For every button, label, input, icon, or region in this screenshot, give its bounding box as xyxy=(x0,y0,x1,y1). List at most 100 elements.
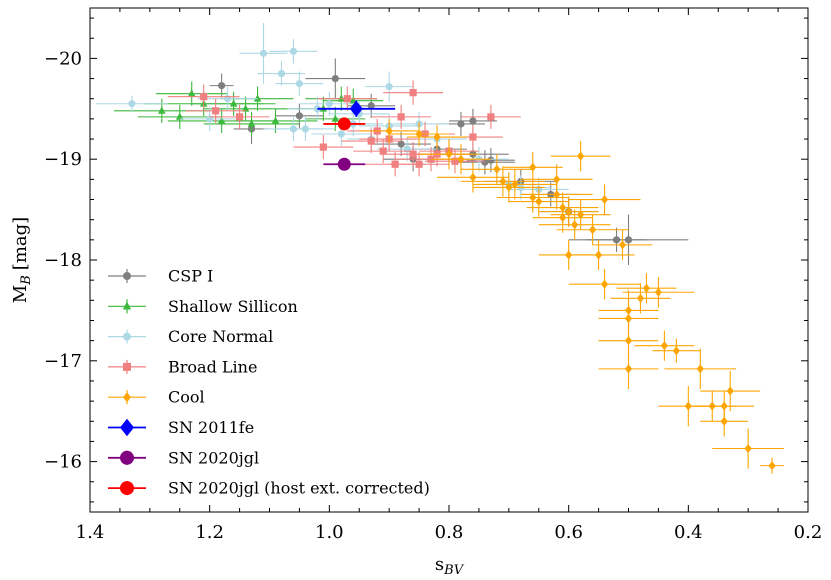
data-point xyxy=(437,111,485,137)
x-tick-label: 1.4 xyxy=(76,522,105,543)
data-point xyxy=(598,298,659,339)
legend-label: SN 2011fe xyxy=(168,418,254,437)
marker-square xyxy=(397,113,405,121)
marker-circle xyxy=(218,82,226,90)
data-point xyxy=(383,80,444,105)
legend-entry: Shallow Sillicon xyxy=(108,297,298,316)
marker-diamond xyxy=(499,176,507,186)
marker-circle xyxy=(487,156,495,164)
legend-marker xyxy=(120,418,134,437)
series-5 xyxy=(317,100,396,117)
data-point xyxy=(634,330,695,361)
marker-circle xyxy=(337,157,351,171)
data-point xyxy=(371,104,432,129)
x-tick-label: 0.8 xyxy=(435,522,464,543)
marker-square xyxy=(200,93,208,101)
marker-diamond xyxy=(577,151,585,161)
y-axis-label-subscript: B xyxy=(19,275,34,286)
marker-diamond xyxy=(720,401,728,411)
marker-diamond xyxy=(600,195,609,205)
data-point xyxy=(371,131,432,157)
data-point xyxy=(664,348,737,390)
data-point xyxy=(317,100,396,117)
marker-diamond xyxy=(469,172,477,182)
data-point xyxy=(209,104,270,129)
legend-marker xyxy=(123,272,131,280)
marker-circle xyxy=(277,69,286,78)
marker-circle xyxy=(128,100,136,108)
marker-square xyxy=(451,157,459,165)
data-point xyxy=(407,124,467,150)
x-axis-label-subscript: BV xyxy=(443,563,465,578)
marker-square xyxy=(379,147,387,155)
marker-diamond xyxy=(349,100,363,117)
data-point xyxy=(598,348,659,390)
x-tick-label: 1.2 xyxy=(195,522,224,543)
marker-diamond xyxy=(433,132,441,142)
marker-circle xyxy=(259,49,268,57)
legend-marker xyxy=(122,301,132,310)
x-tick-label: 0.2 xyxy=(794,522,823,543)
legend-entry: SN 2011fe xyxy=(108,418,254,437)
data-point xyxy=(203,111,300,137)
marker-square xyxy=(319,143,327,151)
data-point xyxy=(365,152,426,177)
marker-diamond xyxy=(726,386,734,396)
marker-diamond xyxy=(493,164,501,174)
legend-marker xyxy=(120,450,134,465)
marker-circle xyxy=(289,125,298,133)
marker-diamond xyxy=(457,154,465,164)
data-point xyxy=(502,152,563,183)
marker-triangle xyxy=(229,99,238,107)
marker-diamond xyxy=(594,250,603,260)
data-point xyxy=(700,370,761,412)
marker-diamond xyxy=(529,193,537,203)
marker-diamond xyxy=(744,443,752,453)
data-point xyxy=(305,106,366,131)
data-point xyxy=(460,154,533,185)
marker-circle xyxy=(337,117,351,131)
data-point xyxy=(323,157,366,171)
data-point xyxy=(712,428,785,469)
marker-diamond xyxy=(624,364,633,374)
legend-label: Broad Line xyxy=(168,357,257,376)
marker-square xyxy=(487,113,495,121)
data-point xyxy=(568,214,689,266)
marker-circle xyxy=(397,140,405,148)
data-point xyxy=(550,199,611,230)
marker-triangle xyxy=(337,94,346,102)
legend-marker xyxy=(123,392,131,403)
data-point xyxy=(425,149,485,174)
data-point xyxy=(652,338,701,363)
data-point xyxy=(299,91,360,116)
x-tick-label: 0.4 xyxy=(674,522,703,543)
legend-entry: CSP I xyxy=(108,267,213,286)
marker-triangle xyxy=(349,96,358,104)
legend-entry: Core Normal xyxy=(108,327,273,346)
marker-circle xyxy=(469,117,477,125)
marker-triangle xyxy=(187,89,196,97)
data-point xyxy=(538,196,599,227)
y-tick-label: −20 xyxy=(44,48,82,69)
marker-circle xyxy=(289,47,298,55)
marker-diamond xyxy=(535,197,543,207)
y-axis-label-unit: [mag] xyxy=(10,217,31,270)
legend-label: Cool xyxy=(168,388,205,407)
data-point xyxy=(155,81,228,106)
y-axis-label-main: M xyxy=(10,285,31,303)
legend-marker xyxy=(123,362,131,371)
legend-label: CSP I xyxy=(168,267,213,286)
legend-marker xyxy=(123,332,131,341)
legend-entry: Cool xyxy=(108,388,205,407)
marker-diamond xyxy=(600,279,609,289)
legend-entry: SN 2020jgl xyxy=(108,448,259,467)
marker-diamond xyxy=(654,287,663,297)
marker-diamond xyxy=(624,313,633,323)
marker-circle xyxy=(295,112,304,120)
legend-label: Core Normal xyxy=(168,327,273,346)
data-point xyxy=(568,184,641,215)
data-point xyxy=(305,58,366,99)
data-point xyxy=(550,141,611,172)
data-point xyxy=(568,269,641,300)
